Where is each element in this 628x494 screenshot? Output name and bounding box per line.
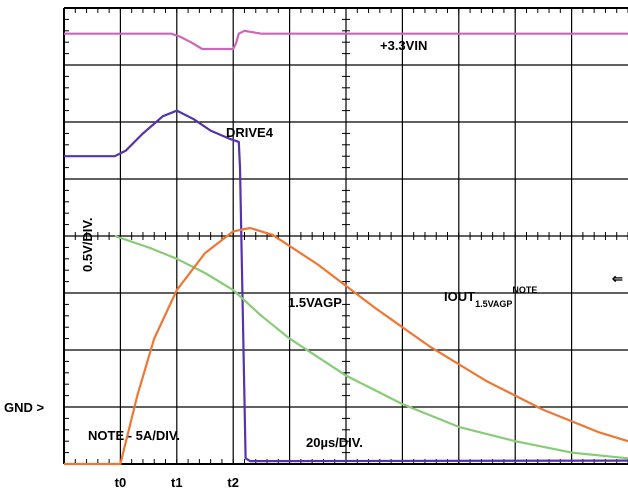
traces: [64, 29, 628, 466]
graticule: [63, 7, 628, 465]
x-tick-t1: t1: [171, 475, 183, 490]
x-tick-t0: t0: [115, 475, 127, 490]
trace-1-5vagp: [114, 234, 628, 460]
iout-label: IOUT1.5VAGPNOTE: [444, 285, 537, 309]
iout-sub: 1.5VAGP: [475, 299, 512, 309]
trace-3-3vin: [64, 29, 628, 51]
x-tick-t2: t2: [227, 475, 239, 490]
drive-label: DRIVE4: [226, 125, 274, 140]
trace-drive4: [64, 109, 628, 463]
arrow-marker: ⇐: [612, 271, 623, 286]
vagp-label: 1.5VAGP: [288, 295, 342, 310]
gnd-marker: GND >: [4, 400, 45, 415]
tscale-label: 20µs/DIV.: [306, 435, 363, 450]
vscale-label: 0.5V/DIV.: [80, 218, 95, 272]
annotations: +3.3VIN DRIVE4 1.5VAGP IOUT1.5VAGPNOTE ⇐…: [4, 38, 623, 450]
x-tick-labels: t0 t1 t2: [115, 475, 239, 490]
trace-iout-1-5vagp: [64, 226, 628, 466]
vin-label: +3.3VIN: [380, 38, 427, 53]
note-label: NOTE - 5A/DIV.: [88, 428, 180, 443]
iout-sup: NOTE: [512, 285, 537, 295]
iout-main: IOUT: [444, 289, 475, 304]
